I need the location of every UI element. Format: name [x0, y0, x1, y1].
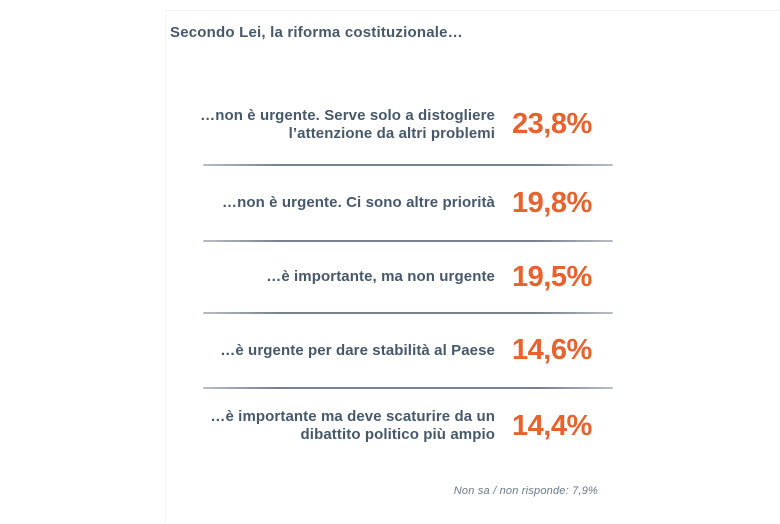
chart-content: Secondo Lei, la riforma costituzionale… … — [170, 0, 613, 524]
survey-rows: …non è urgente. Serve solo a distogliere… — [170, 85, 613, 463]
table-row: …non è urgente. Ci sono altre priorità 1… — [170, 166, 613, 240]
answer-label: …è importante, ma non urgente — [266, 268, 495, 285]
percentage-value: 23,8% — [512, 108, 592, 140]
percentage-value: 14,4% — [512, 409, 592, 442]
row-divider — [203, 387, 613, 389]
percentage-value: 19,5% — [512, 260, 592, 293]
percentage-value: 19,8% — [512, 186, 592, 219]
answer-label: …è importante ma deve scaturire da un di… — [210, 408, 495, 443]
row-divider — [203, 240, 613, 242]
table-row: …non è urgente. Serve solo a distogliere… — [170, 85, 613, 164]
no-answer-footnote: Non sa / non risponde: 7,9% — [453, 485, 598, 497]
answer-label: …è urgente per dare stabilità al Paese — [220, 341, 495, 359]
row-divider — [203, 312, 613, 314]
answer-label: …non è urgente. Ci sono altre priorità — [222, 194, 495, 211]
percentage-value: 14,6% — [512, 334, 592, 366]
table-row: …è importante, ma non urgente 19,5% — [170, 242, 613, 312]
table-row: …è urgente per dare stabilità al Paese 1… — [170, 314, 613, 387]
answer-label: …non è urgente. Serve solo a distogliere… — [200, 106, 495, 142]
table-row: …è importante ma deve scaturire da un di… — [170, 389, 613, 463]
row-divider — [203, 164, 613, 166]
chart-title: Secondo Lei, la riforma costituzionale… — [170, 24, 463, 41]
